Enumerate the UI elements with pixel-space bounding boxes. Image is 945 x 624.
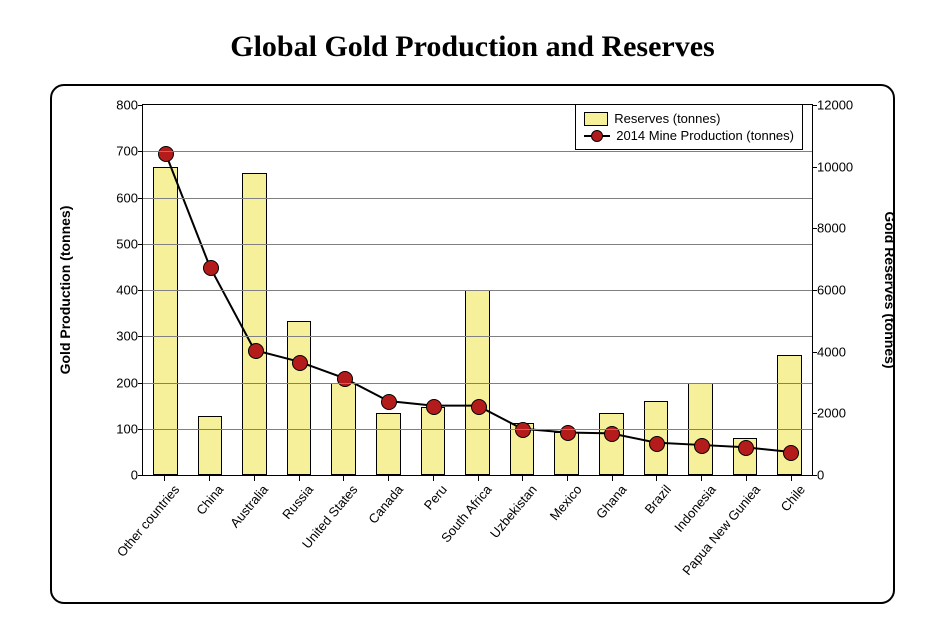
y-right-tick: 0 — [817, 468, 872, 483]
x-axis-label: Australia — [227, 482, 271, 530]
x-axis-labels: Other countriesChinaAustraliaRussiaUnite… — [142, 476, 813, 596]
y-left-tick: 400 — [83, 283, 138, 298]
x-axis-label: Chile — [778, 482, 809, 514]
x-axis-label: Ghana — [593, 482, 630, 522]
chart-title: Global Gold Production and Reserves — [20, 30, 925, 64]
y-left-tick: 0 — [83, 468, 138, 483]
y-axis-right-ticks: 020004000600080001000012000 — [817, 105, 872, 475]
x-axis-label: Brazil — [642, 482, 674, 517]
y-right-tick: 8000 — [817, 221, 872, 236]
production-marker — [471, 399, 487, 415]
x-axis-label: Indonesia — [671, 482, 719, 535]
production-marker — [426, 399, 442, 415]
production-marker — [694, 438, 710, 454]
y-right-tick: 10000 — [817, 159, 872, 174]
x-axis-label: Peru — [421, 482, 450, 513]
x-axis-label: Other countries — [113, 482, 182, 560]
y-left-tick: 800 — [83, 98, 138, 113]
production-marker — [158, 146, 174, 162]
chart-frame: Reserves (tonnes) 2014 Mine Production (… — [50, 84, 895, 604]
y-right-tick: 12000 — [817, 98, 872, 113]
legend-swatch-reserves — [584, 112, 608, 126]
y-right-tick: 2000 — [817, 406, 872, 421]
x-axis-label: China — [193, 482, 226, 518]
y-left-tick: 700 — [83, 144, 138, 159]
y-right-tick: 6000 — [817, 283, 872, 298]
legend-label-production: 2014 Mine Production (tonnes) — [616, 128, 794, 143]
legend-swatch-production — [584, 129, 610, 143]
x-axis-label: Canada — [365, 482, 406, 527]
production-marker — [292, 355, 308, 371]
x-axis-label: Papua New Guniea — [679, 482, 763, 578]
x-axis-label: Russia — [279, 482, 316, 522]
production-marker — [783, 445, 799, 461]
y-right-tick: 4000 — [817, 344, 872, 359]
legend: Reserves (tonnes) 2014 Mine Production (… — [575, 104, 803, 150]
y-left-tick: 600 — [83, 190, 138, 205]
production-marker — [649, 436, 665, 452]
production-marker — [203, 260, 219, 276]
x-axis-label: Mexico — [546, 482, 584, 523]
y-axis-left-ticks: 0100200300400500600700800 — [83, 105, 138, 475]
y-left-tick: 300 — [83, 329, 138, 344]
legend-item-reserves: Reserves (tonnes) — [584, 111, 794, 126]
y-left-tick: 100 — [83, 421, 138, 436]
legend-item-production: 2014 Mine Production (tonnes) — [584, 128, 794, 143]
y-left-tick: 200 — [83, 375, 138, 390]
legend-label-reserves: Reserves (tonnes) — [614, 111, 720, 126]
production-marker — [515, 422, 531, 438]
y-axis-left-label: Gold Production (tonnes) — [57, 206, 73, 375]
y-axis-right-label: Gold Reserves (tonnes) — [882, 211, 898, 368]
y-left-tick: 500 — [83, 236, 138, 251]
plot-area: Gold Production (tonnes) Gold Reserves (… — [142, 104, 813, 476]
production-marker — [337, 371, 353, 387]
production-marker — [248, 343, 264, 359]
